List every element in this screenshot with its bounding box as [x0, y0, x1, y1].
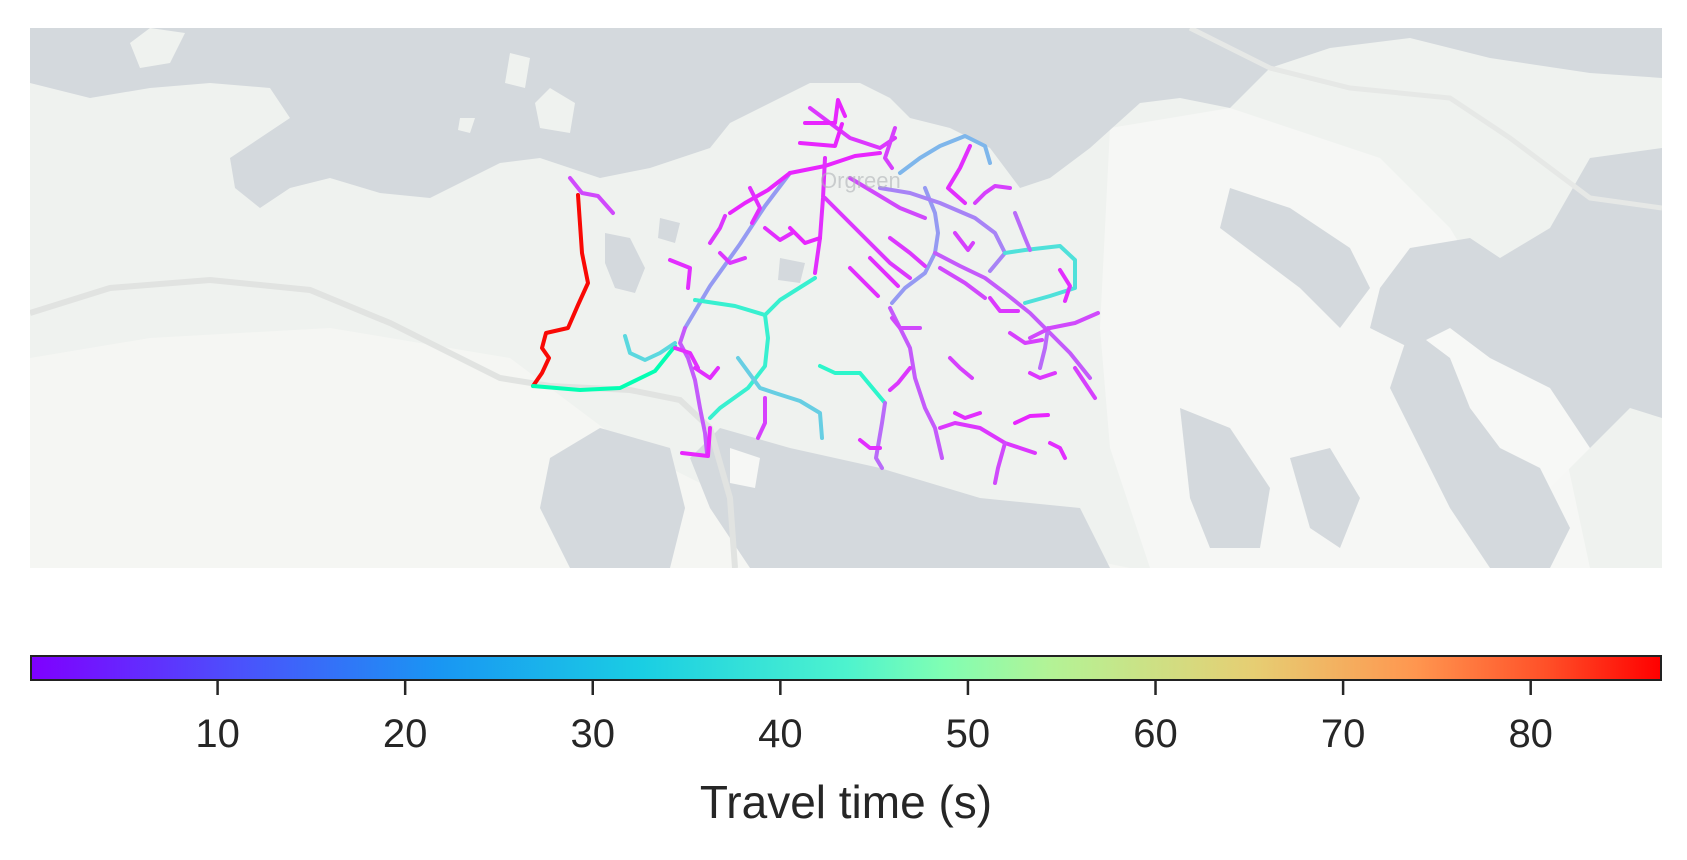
road-segment: [868, 256, 900, 288]
lake: [658, 218, 680, 243]
colorbar-tick-label: 30: [570, 712, 616, 756]
water-east: [1220, 188, 1370, 328]
island: [130, 28, 185, 68]
highway: [1188, 28, 1662, 211]
road-segment: [788, 151, 882, 175]
road-segment: [728, 171, 792, 215]
road-segment: [673, 346, 700, 370]
colorbar-tick-label: 50: [945, 712, 991, 756]
water-north: [30, 28, 1662, 208]
colorbar-gradient: [30, 655, 1662, 681]
road-segment: [953, 411, 982, 420]
road-segment: [938, 266, 987, 300]
road-segment: [1048, 441, 1067, 460]
road-segment: [888, 366, 912, 392]
road-segment: [1003, 244, 1077, 305]
road-segment: [993, 441, 1007, 485]
road-segment: [788, 226, 822, 245]
colorbar-tick-label: 10: [195, 712, 240, 756]
road-segment: [763, 226, 794, 242]
road-segment: [798, 122, 844, 148]
road-segment: [531, 344, 677, 392]
road-segment: [848, 266, 880, 298]
road-segment: [813, 156, 827, 275]
road-segment: [848, 176, 927, 220]
road-segment: [718, 251, 747, 265]
road-segment: [708, 214, 727, 245]
road-segment: [568, 176, 615, 215]
road-segment: [1008, 331, 1044, 345]
road-segment: [953, 231, 975, 252]
colorbar-tick-label: 70: [1320, 712, 1366, 756]
road-segment: [973, 184, 1012, 205]
basemap: [30, 28, 1662, 568]
map-place-label: Orgreen: [820, 168, 901, 193]
road-segment: [1028, 311, 1100, 340]
water-east: [1180, 408, 1270, 548]
lake: [605, 233, 645, 293]
road-segment: [948, 356, 974, 380]
road-segment: [874, 401, 887, 470]
road-segment: [898, 134, 992, 175]
road-network: [531, 98, 1100, 485]
road-segment: [531, 193, 590, 388]
colorbar-tick-label: 60: [1133, 712, 1178, 756]
road-segment: [803, 98, 847, 125]
colorbar: [30, 655, 1662, 681]
road-segment: [933, 251, 1092, 380]
road-segment: [668, 258, 692, 290]
road-segment: [1013, 211, 1032, 252]
colorbar-tick-label: 80: [1508, 712, 1553, 756]
road-segment: [888, 236, 927, 268]
road-segment: [756, 396, 767, 440]
colorbar-label: Travel time (s): [699, 776, 993, 828]
island: [458, 118, 475, 133]
road-segment: [693, 366, 720, 380]
road-segment: [678, 326, 709, 455]
water-south: [690, 428, 1110, 568]
colorbar-ticks: [216, 681, 1532, 695]
lake: [778, 258, 805, 283]
water-south: [540, 428, 685, 568]
island: [730, 448, 760, 488]
island: [505, 53, 530, 88]
road-segment: [736, 356, 824, 440]
colorbar-tick-label: 20: [382, 712, 428, 756]
road-segment: [858, 438, 882, 450]
road-segment: [748, 186, 762, 225]
road-segment: [1038, 326, 1050, 370]
road-segment: [1058, 268, 1072, 303]
road-segment: [1013, 413, 1050, 425]
road-segment: [623, 334, 677, 362]
road-segment: [890, 316, 922, 330]
road-segment: [808, 106, 897, 150]
water-east: [1370, 148, 1662, 448]
colorbar-tick-label: 40: [758, 712, 803, 756]
road-segment: [1073, 366, 1097, 400]
road-segment: [708, 313, 770, 420]
road-segment: [680, 426, 712, 458]
water-east: [1290, 448, 1360, 548]
road-segment: [988, 296, 1020, 313]
road-segment: [823, 196, 912, 280]
road-segment: [1028, 371, 1057, 380]
road-segment: [883, 126, 897, 170]
road-segment: [938, 421, 1037, 455]
island: [535, 88, 575, 133]
road-segment: [818, 364, 887, 405]
water-east: [1390, 328, 1570, 568]
map-panel[interactable]: Orgreen: [30, 28, 1662, 568]
road-segment: [946, 144, 972, 205]
